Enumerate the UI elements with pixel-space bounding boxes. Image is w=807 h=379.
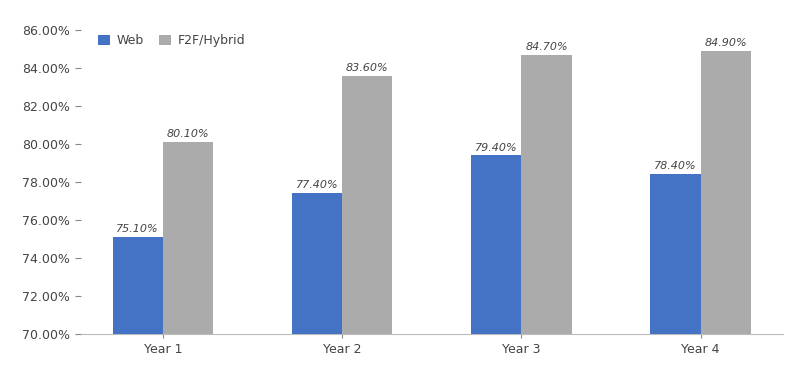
- Text: 84.70%: 84.70%: [525, 42, 568, 52]
- Text: 79.40%: 79.40%: [475, 143, 517, 152]
- Text: 77.40%: 77.40%: [295, 180, 338, 190]
- Bar: [163, 142, 213, 379]
- Text: 75.10%: 75.10%: [116, 224, 159, 234]
- Bar: [700, 51, 751, 379]
- Bar: [342, 76, 392, 379]
- Text: 83.60%: 83.60%: [346, 63, 388, 73]
- Legend: Web, F2F/Hybrid: Web, F2F/Hybrid: [94, 30, 249, 51]
- Bar: [471, 155, 521, 379]
- Bar: [292, 193, 342, 379]
- Bar: [650, 174, 700, 379]
- Bar: [521, 55, 571, 379]
- Text: 80.10%: 80.10%: [166, 129, 209, 139]
- Text: 84.90%: 84.90%: [705, 38, 747, 49]
- Bar: [113, 237, 163, 379]
- Text: 78.40%: 78.40%: [654, 161, 697, 171]
